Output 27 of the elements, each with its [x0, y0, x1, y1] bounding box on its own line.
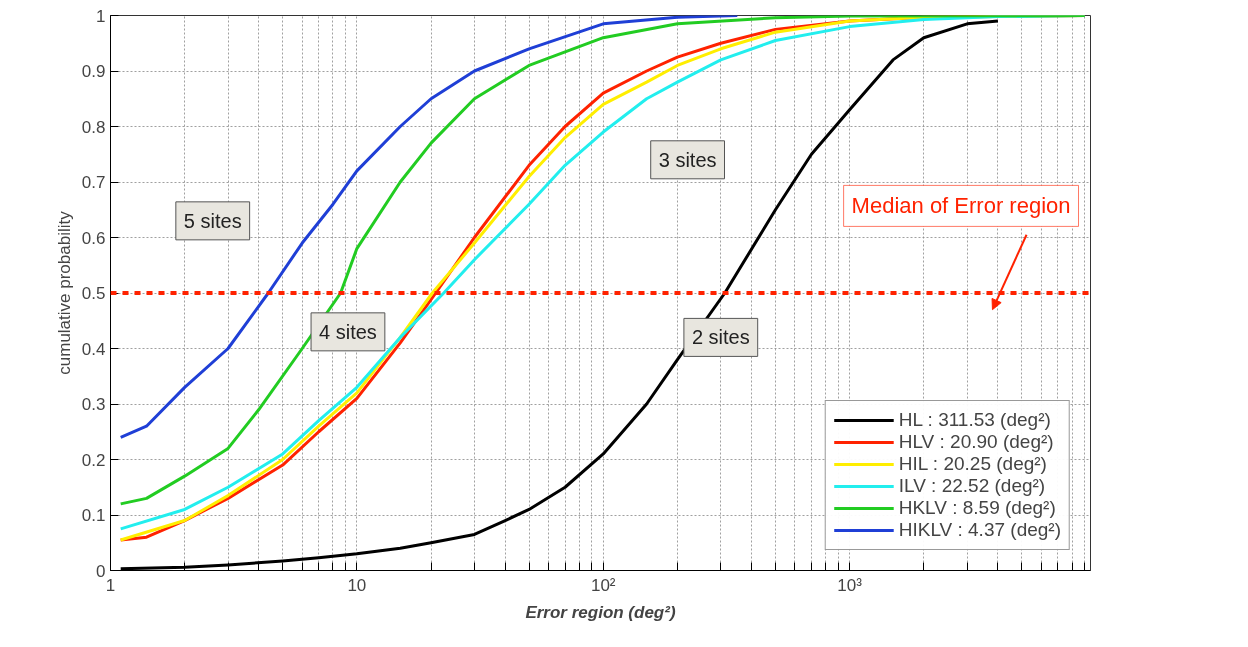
y-tick-label: 0.3	[81, 395, 106, 414]
annotation: 2 sites	[691, 326, 750, 349]
legend-label: HL : 311.53 (deg²)	[898, 409, 1051, 431]
legend-label: ILV : 22.52 (deg²)	[898, 475, 1046, 497]
y-tick-label: 0	[96, 561, 106, 581]
y-tick-label: 0.8	[81, 117, 106, 137]
legend-label: HIL : 20.25 (deg²)	[898, 453, 1047, 475]
ref-line-label: Median of Error region	[851, 193, 1071, 219]
y-tick-label: 0.4	[81, 339, 106, 359]
x-tick-label: 10	[347, 575, 367, 595]
y-tick-label: 1	[96, 6, 106, 26]
x-tick-label: 10²	[590, 575, 616, 595]
y-tick-label: 0.1	[81, 506, 106, 525]
annotation: 3 sites	[658, 148, 717, 171]
y-tick-label: 0.2	[81, 450, 106, 470]
y-tick-label: 0.6	[81, 228, 106, 248]
y-tick-label: 0.5	[81, 284, 106, 303]
y-tick-label: 0.9	[81, 62, 106, 81]
y-tick-label: 0.7	[81, 173, 106, 192]
annotation: 5 sites	[183, 209, 242, 232]
y-axis-title: cumulative probability	[54, 210, 74, 375]
legend-label: HKLV : 8.59 (deg²)	[898, 497, 1056, 519]
legend-label: HIKLV : 4.37 (deg²)	[898, 519, 1061, 541]
legend-label: HLV : 20.90 (deg²)	[898, 431, 1054, 453]
x-tick-label: 10³	[837, 575, 863, 595]
annotation: 4 sites	[319, 320, 377, 343]
x-axis-title: Error region (deg²)	[525, 602, 676, 622]
